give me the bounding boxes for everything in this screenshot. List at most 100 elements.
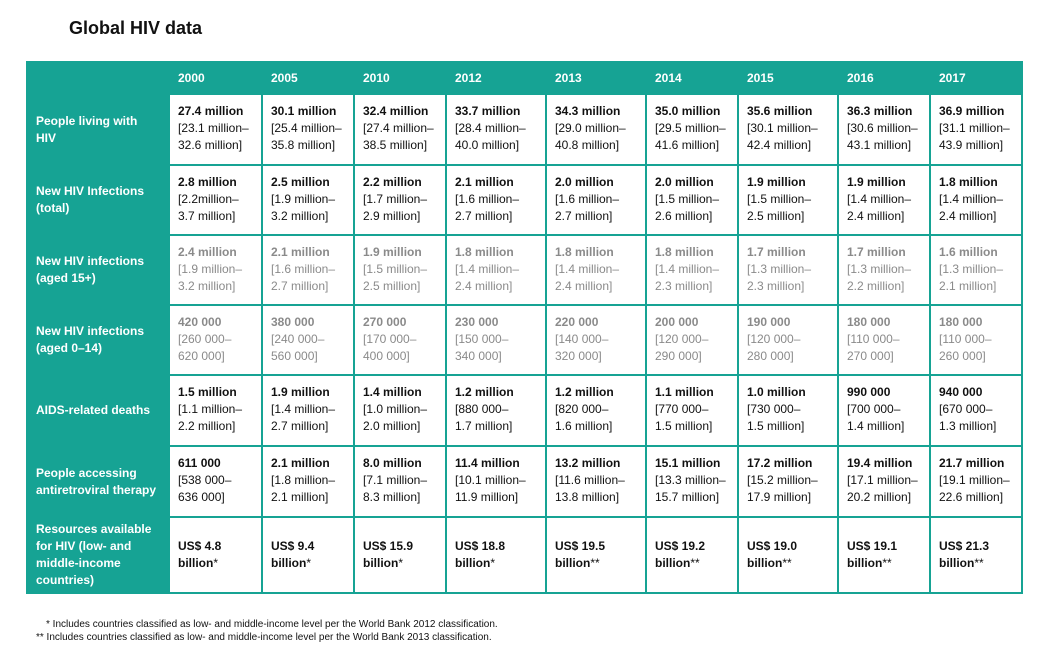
- data-cell: 200 000 [120 000– 290 000]: [645, 304, 739, 376]
- value: 2.1 million: [271, 456, 330, 470]
- range: 40.0 million]: [455, 138, 520, 152]
- range: 22.6 million]: [939, 490, 1004, 504]
- range: 1.4 million]: [847, 419, 905, 433]
- range: [1.8 million–: [271, 473, 336, 487]
- range: [29.0 million–: [555, 121, 626, 135]
- value: 1.9 million: [747, 175, 806, 189]
- value: 2.1 million: [271, 245, 330, 259]
- data-cell: 270 000 [170 000– 400 000]: [353, 304, 447, 376]
- resource-value: US$ 15.9 billion*: [363, 538, 431, 572]
- data-cell: US$ 19.0 billion**: [737, 516, 839, 594]
- column-header: 2014: [645, 61, 739, 95]
- value: 35.6 million: [747, 104, 813, 118]
- data-cell: US$ 19.5 billion**: [545, 516, 647, 594]
- range: [1.6 million–: [555, 192, 620, 206]
- range: [31.1 million–: [939, 121, 1010, 135]
- value: 1.9 million: [847, 175, 906, 189]
- range: 3.2 million]: [178, 279, 236, 293]
- data-cell: 35.0 million [29.5 million– 41.6 million]: [645, 93, 739, 166]
- value: 220 000: [555, 315, 599, 329]
- range: [30.1 million–: [747, 121, 818, 135]
- data-cell: 2.1 million [1.6 million– 2.7 million]: [445, 164, 547, 236]
- range: 43.9 million]: [939, 138, 1004, 152]
- range: 1.5 million]: [655, 419, 713, 433]
- data-cell: US$ 15.9 billion*: [353, 516, 447, 594]
- data-cell: US$ 19.1 billion**: [837, 516, 931, 594]
- row-label: New HIV infections (aged 15+): [26, 234, 170, 306]
- range: [820 000–: [555, 402, 609, 416]
- range: [1.3 million–: [747, 262, 812, 276]
- range: [730 000–: [747, 402, 801, 416]
- column-header: 2012: [445, 61, 547, 95]
- data-cell: 33.7 million [28.4 million– 40.0 million]: [445, 93, 547, 166]
- data-cell: 2.2 million [1.7 million– 2.9 million]: [353, 164, 447, 236]
- range: [1.5 million–: [363, 262, 428, 276]
- range: 2.1 million]: [939, 279, 997, 293]
- range: [1.6 million–: [455, 192, 520, 206]
- table-row: New HIV Infections (total) 2.8 million [2.…: [26, 164, 1023, 236]
- footnote-mark: **: [882, 556, 892, 570]
- range: [1.9 million–: [271, 192, 336, 206]
- data-cell: 940 000 [670 000– 1.3 million]: [929, 374, 1023, 447]
- range: [1.4 million–: [455, 262, 520, 276]
- data-cell: 1.2 million [880 000– 1.7 million]: [445, 374, 547, 447]
- data-cell: 1.9 million [1.5 million– 2.5 million]: [737, 164, 839, 236]
- data-cell: 220 000 [140 000– 320 000]: [545, 304, 647, 376]
- column-header: 2013: [545, 61, 647, 95]
- range: 2.4 million]: [847, 209, 905, 223]
- value: 2.5 million: [271, 175, 330, 189]
- value: 1.8 million: [655, 245, 714, 259]
- range: 2.4 million]: [555, 279, 613, 293]
- range: 320 000]: [555, 349, 602, 363]
- range: [28.4 million–: [455, 121, 526, 135]
- data-cell: 27.4 million [23.1 million– 32.6 million]: [168, 93, 263, 166]
- range: 3.2 million]: [271, 209, 329, 223]
- value: 1.9 million: [363, 245, 422, 259]
- data-cell: 30.1 million [25.4 million– 35.8 million]: [261, 93, 355, 166]
- resource-value: US$ 9.4 billion*: [271, 538, 339, 572]
- table-row: New HIV infections (aged 0–14) 420 000 [26…: [26, 304, 1023, 376]
- data-cell: 1.4 million [1.0 million– 2.0 million]: [353, 374, 447, 447]
- data-cell: 2.1 million [1.6 million– 2.7 million]: [261, 234, 355, 306]
- data-cell: 1.5 million [1.1 million– 2.2 million]: [168, 374, 263, 447]
- range: [13.3 million–: [655, 473, 726, 487]
- value: US$ 19.2 billion: [655, 539, 706, 570]
- range: [1.0 million–: [363, 402, 428, 416]
- value: 1.8 million: [555, 245, 614, 259]
- range: 2.7 million]: [455, 209, 513, 223]
- range: [260 000–: [178, 332, 232, 346]
- data-cell: 35.6 million [30.1 million– 42.4 million]: [737, 93, 839, 166]
- column-header: 2016: [837, 61, 931, 95]
- range: 2.6 million]: [655, 209, 713, 223]
- data-cell: 420 000 [260 000– 620 000]: [168, 304, 263, 376]
- data-cell: 611 000 [538 000– 636 000]: [168, 445, 263, 518]
- range: 2.3 million]: [747, 279, 805, 293]
- range: 15.7 million]: [655, 490, 720, 504]
- range: 2.7 million]: [271, 419, 329, 433]
- range: [240 000–: [271, 332, 325, 346]
- range: 280 000]: [747, 349, 794, 363]
- data-cell: 190 000 [120 000– 280 000]: [737, 304, 839, 376]
- range: 38.5 million]: [363, 138, 428, 152]
- range: 400 000]: [363, 349, 410, 363]
- footnote-mark: **: [690, 556, 700, 570]
- data-cell: 17.2 million [15.2 million– 17.9 million]: [737, 445, 839, 518]
- range: 2.2 million]: [847, 279, 905, 293]
- range: 35.8 million]: [271, 138, 336, 152]
- value: 420 000: [178, 315, 222, 329]
- footnote-mark: *: [306, 556, 311, 570]
- value: 1.6 million: [939, 245, 998, 259]
- column-header: 2015: [737, 61, 839, 95]
- range: 2.3 million]: [655, 279, 713, 293]
- header-row: 2000 2005 2010 2012 2013 2014 2015 2016 2017: [26, 61, 1023, 95]
- range: [10.1 million–: [455, 473, 526, 487]
- range: 2.7 million]: [271, 279, 329, 293]
- range: 2.0 million]: [363, 419, 421, 433]
- value: 190 000: [747, 315, 791, 329]
- data-cell: 1.1 million [770 000– 1.5 million]: [645, 374, 739, 447]
- range: [120 000–: [655, 332, 709, 346]
- data-cell: 11.4 million [10.1 million– 11.9 million]: [445, 445, 547, 518]
- data-cell: 32.4 million [27.4 million– 38.5 million]: [353, 93, 447, 166]
- range: [538 000–: [178, 473, 232, 487]
